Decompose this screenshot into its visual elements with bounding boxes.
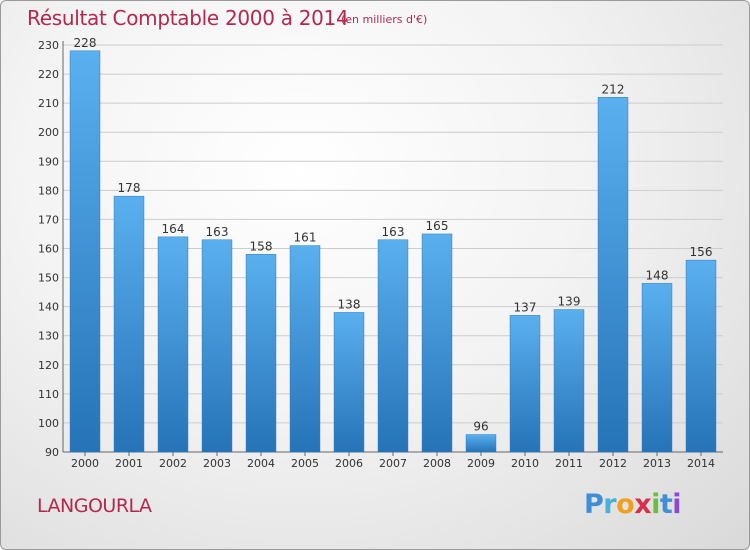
logo-letter: x (634, 489, 652, 520)
y-tick-label: 130 (38, 330, 59, 343)
bar (421, 233, 453, 453)
bar (597, 97, 629, 453)
y-tick-label: 150 (38, 272, 59, 285)
bar-value-label: 228 (74, 36, 97, 50)
logo-letter: o (616, 489, 635, 520)
y-tick-label: 90 (45, 446, 59, 459)
y-tick-label: 120 (38, 359, 59, 372)
bar (509, 315, 541, 453)
y-tick-label: 180 (38, 184, 59, 197)
y-tick-label: 210 (38, 97, 59, 110)
bar (377, 239, 409, 453)
y-tick-label: 160 (38, 243, 59, 256)
logo-letter: r (603, 489, 617, 520)
bar-value-label: 163 (206, 225, 229, 239)
x-tick-label: 2003 (203, 457, 231, 470)
x-tick-label: 2006 (335, 457, 363, 470)
bar (69, 50, 101, 453)
bar (333, 312, 365, 453)
y-tick-label: 200 (38, 126, 59, 139)
commune-name: LANGOURLA (37, 495, 152, 517)
bar-value-label: 96 (473, 420, 488, 434)
bar (289, 245, 321, 453)
bar-value-label: 178 (118, 181, 141, 195)
bar-value-label: 148 (646, 268, 669, 282)
bar (685, 259, 717, 453)
bar-value-label: 164 (162, 222, 185, 236)
x-tick-label: 2013 (643, 457, 671, 470)
x-tick-label: 2002 (159, 457, 187, 470)
bar (553, 309, 585, 453)
x-tick-label: 2004 (247, 457, 275, 470)
y-tick-label: 220 (38, 68, 59, 81)
y-tick-label: 110 (38, 388, 59, 401)
y-tick-label: 140 (38, 301, 59, 314)
bar-value-label: 158 (250, 239, 273, 253)
logo-letter: i (651, 489, 660, 520)
chart-subtitle: (en milliers d'€) (341, 13, 428, 26)
bar-value-label: 212 (602, 82, 625, 96)
y-tick-label: 190 (38, 155, 59, 168)
x-tick-label: 2014 (687, 457, 715, 470)
x-tick-label: 2001 (115, 457, 143, 470)
proxiti-logo: Proxiti (584, 489, 682, 520)
bar-value-label: 138 (338, 297, 361, 311)
y-tick-label: 230 (38, 39, 59, 52)
bar (201, 239, 233, 453)
x-tick-label: 2012 (599, 457, 627, 470)
y-tick-labels: 90 100 110 120 130 140 150 160 170 180 190 200 210 22… (38, 39, 59, 459)
logo-letter: i (672, 489, 682, 520)
bar (465, 434, 497, 453)
chart-title: Résultat Comptable 2000 à 2014 (27, 6, 349, 30)
bar-value-label: 156 (690, 245, 713, 259)
y-tick-label: 170 (38, 213, 59, 226)
logo-letter: t (659, 489, 673, 520)
bars (69, 50, 717, 453)
x-tick-label: 2005 (291, 457, 319, 470)
bar-value-label: 161 (294, 231, 317, 245)
x-tick-label: 2008 (423, 457, 451, 470)
y-tick-label: 100 (38, 417, 59, 430)
bar (641, 283, 673, 453)
bar-value-labels: 228 178 164 163 158 161 138 163 165 96 137 139 212 14… (74, 36, 713, 434)
x-tick-labels: 2000 2001 2002 2003 2004 2005 2006 2007 2008 2009… (71, 457, 715, 470)
x-tick-label: 2010 (511, 457, 539, 470)
bar (245, 254, 277, 453)
bar-value-label: 165 (426, 219, 449, 233)
x-tick-label: 2009 (467, 457, 495, 470)
bar (157, 236, 189, 453)
logo-letter: P (584, 489, 604, 520)
bar-value-label: 139 (558, 295, 581, 309)
bar (113, 195, 145, 453)
bar-value-label: 163 (382, 225, 405, 239)
x-tick-label: 2000 (71, 457, 99, 470)
x-tick-label: 2007 (379, 457, 407, 470)
x-tick-label: 2011 (555, 457, 583, 470)
bar-value-label: 137 (514, 300, 537, 314)
